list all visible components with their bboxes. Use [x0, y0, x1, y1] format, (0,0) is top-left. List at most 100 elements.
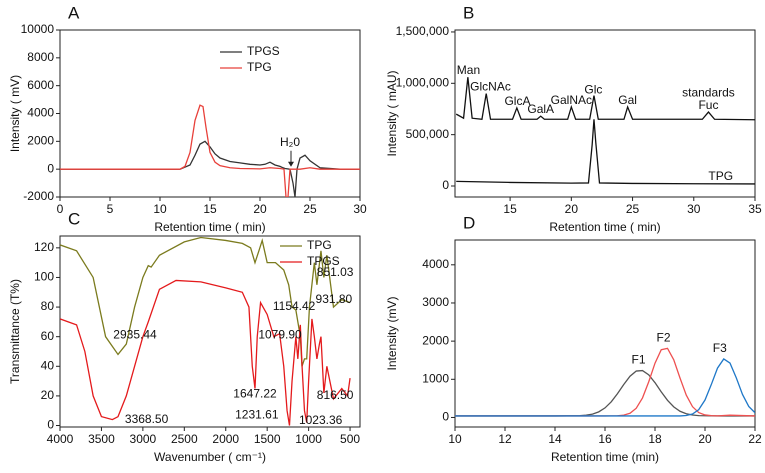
x-tick-label: 18	[648, 432, 662, 446]
y-tick-label: 4000	[422, 257, 449, 271]
x-axis-label: Retention time ( min)	[549, 220, 660, 234]
y-tick-label: 6000	[27, 78, 54, 92]
y-tick-label: 500,000	[406, 127, 450, 141]
series-line	[455, 369, 755, 417]
plot-frame	[59, 235, 361, 428]
x-tick-label: 4000	[47, 432, 74, 446]
x-tick-label: 20	[698, 432, 712, 446]
annotation: 931.80	[316, 292, 353, 306]
x-tick-label: 500	[340, 432, 360, 446]
panel-label: D	[463, 213, 475, 232]
series-line	[455, 358, 755, 417]
x-tick-label: 20	[565, 202, 579, 216]
annotation: Glc	[584, 83, 602, 97]
y-tick-label: 0	[47, 418, 54, 432]
y-tick-label: 1,500,000	[396, 24, 450, 38]
y-tick-label: 8000	[27, 50, 54, 64]
y-tick-label: 80	[41, 299, 55, 313]
y-tick-label: 4000	[27, 106, 54, 120]
y-tick-label: 0	[442, 178, 449, 192]
plot-frame	[454, 239, 756, 428]
annotation: standards	[682, 86, 735, 100]
annotation: 1154.42	[273, 299, 316, 313]
x-axis-label: Retention time (min)	[551, 450, 659, 464]
y-tick-label: -2000	[23, 189, 54, 203]
annotation: Fuc	[698, 98, 718, 112]
annotation: 2935.44	[113, 327, 157, 341]
x-tick-label: 22	[748, 432, 762, 446]
y-tick-label: 10000	[21, 22, 55, 36]
x-tick-label: 1500	[254, 432, 281, 446]
x-tick-label: 10	[153, 202, 167, 216]
annotation: 1231.61	[235, 407, 279, 421]
y-tick-label: 3000	[422, 295, 449, 309]
x-tick-label: 15	[203, 202, 217, 216]
x-tick-label: 1000	[295, 432, 322, 446]
x-tick-label: 2000	[212, 432, 239, 446]
panel-label: A	[68, 3, 80, 22]
annotation: GlcA	[504, 94, 530, 108]
x-tick-label: 3000	[130, 432, 157, 446]
annotation: Man	[457, 63, 480, 77]
x-tick-label: 14	[548, 432, 562, 446]
annotation: 1023.36	[299, 413, 343, 427]
annotation: 1079.90	[258, 327, 302, 341]
y-tick-label: 2000	[27, 134, 54, 148]
y-tick-label: 1,000,000	[396, 75, 450, 89]
panel: D 10 12 14 16 18 20 22 0 1000 2000 3000 4000 Retentio…	[385, 213, 762, 464]
x-tick-label: 25	[626, 202, 640, 216]
x-tick-label: 16	[598, 432, 612, 446]
y-tick-label: 40	[41, 358, 55, 372]
annotation: H₂0	[280, 135, 300, 149]
y-axis-label: Intensity (mV)	[385, 296, 399, 370]
annotation: 3368.50	[125, 412, 169, 426]
panel-label: B	[463, 3, 474, 22]
y-axis-label: Transmittance (T%)	[8, 279, 22, 384]
series-line	[455, 347, 755, 417]
panel: B 15 20 25 30 35 0 500,000 1,000,000 1,500,000 Ret…	[385, 3, 762, 234]
plot-frame	[454, 29, 756, 198]
panel: A0 5 10 15 20 25 30-20000200040006000800010000…	[8, 3, 367, 234]
x-tick-label: 25	[303, 202, 317, 216]
annotation: 1647.22	[233, 387, 277, 401]
x-tick-label: 30	[353, 202, 367, 216]
y-tick-label: 60	[41, 329, 55, 343]
series-line	[60, 104, 360, 197]
y-tick-label: 120	[34, 240, 54, 254]
series-line	[455, 77, 755, 121]
x-axis-label: Retention time ( min)	[154, 220, 265, 234]
annotation: GalNAc	[551, 93, 592, 107]
x-axis-label: Wavenumber ( cm⁻¹)	[154, 450, 266, 464]
series-line	[60, 140, 360, 197]
x-tick-label: 12	[498, 432, 512, 446]
y-tick-label: 100	[34, 270, 54, 284]
legend-label: TPGS	[307, 254, 340, 268]
x-tick-label: 10	[448, 432, 462, 446]
y-tick-label: 2000	[422, 333, 449, 347]
y-tick-label: 20	[41, 388, 55, 402]
annotation: Gal	[618, 93, 637, 107]
panel: C 4000 3500 3000 2500 2000 1500 1000 500 0 20 40 60 8…	[8, 209, 361, 464]
series-line	[60, 236, 351, 367]
annotation-arrowhead	[288, 161, 294, 167]
annotation: TPG	[708, 169, 733, 183]
series-label: F3	[713, 341, 727, 355]
legend-label: TPGS	[247, 44, 280, 58]
annotation: 816.50	[317, 388, 354, 402]
annotation: GalA	[527, 102, 554, 116]
series-line	[60, 279, 351, 426]
x-tick-label: 5	[107, 202, 114, 216]
legend-label: TPG	[307, 238, 332, 252]
y-tick-label: 0	[47, 161, 54, 175]
x-tick-label: 3500	[88, 432, 115, 446]
x-tick-label: 30	[687, 202, 701, 216]
x-tick-label: 35	[748, 202, 762, 216]
series-line	[456, 119, 755, 185]
annotation: 851.03	[317, 265, 354, 279]
legend-label: TPG	[247, 60, 272, 74]
y-axis-label: Intensity ( mAU)	[385, 70, 399, 156]
y-tick-label: 0	[442, 410, 449, 424]
x-tick-label: 2500	[171, 432, 198, 446]
annotation: GlcNAc	[470, 80, 511, 94]
